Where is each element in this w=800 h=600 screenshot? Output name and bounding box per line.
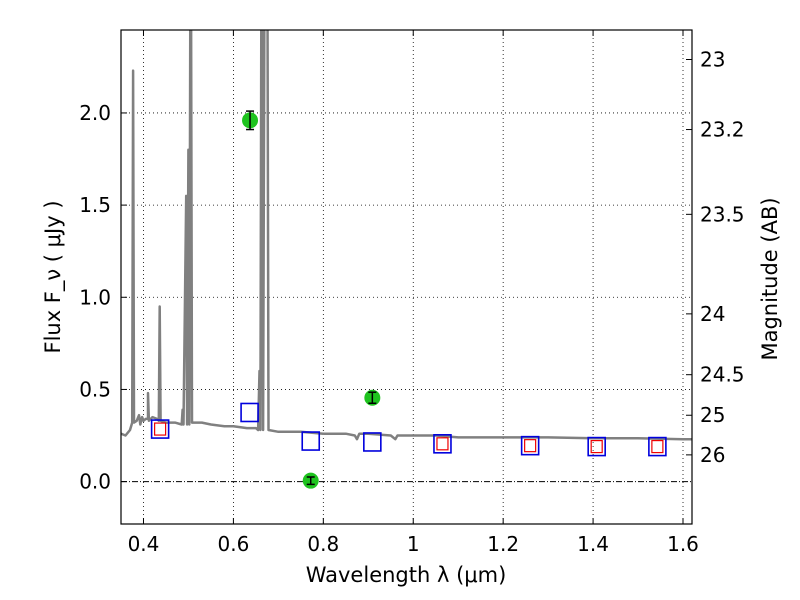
plot-frame: [120, 29, 693, 525]
x-tick-label: 1.4: [577, 532, 609, 556]
model-photometry-square: [301, 431, 321, 451]
model-photometry-square: [150, 419, 170, 439]
red-photometry-square: [651, 439, 664, 454]
right-axis-label: Magnitude (AB): [758, 197, 782, 360]
magnitude-tick-label: 24.5: [700, 363, 745, 387]
x-tick-labels: 0.4 0.6 0.8 1 1.2 1.4 1.6: [128, 532, 699, 556]
model-photometry-square: [433, 434, 452, 454]
magnitude-tick-label: 24: [700, 302, 725, 326]
magnitude-tick-labels: 23 23.2 23.5 24 24.5 25 26: [700, 47, 745, 466]
x-tick-label: 1.2: [487, 532, 519, 556]
red-photometry-square: [524, 439, 537, 453]
x-axis-label: Wavelength λ (μm): [306, 563, 507, 587]
x-tick-label: 1: [407, 532, 420, 556]
magnitude-tick-label: 23.5: [700, 202, 745, 226]
y-tick-label: 2.0: [79, 101, 111, 125]
magnitude-tick-label: 26: [700, 443, 725, 467]
x-tick-label: 0.8: [307, 532, 339, 556]
y-tick-label: 1.0: [79, 285, 111, 309]
x-tick-label: 0.6: [217, 532, 249, 556]
tick-marks: [121, 30, 692, 524]
y-tick-label: 0.0: [79, 470, 111, 494]
red-photometry-square: [154, 422, 167, 436]
model-spectrum-line: [121, 30, 692, 441]
red-photometry-square: [590, 439, 603, 454]
magnitude-tick-label: 23: [700, 47, 725, 71]
model-photometry-square: [648, 436, 667, 457]
red-photometry-square: [436, 437, 449, 451]
x-tick-label: 1.6: [667, 532, 699, 556]
model-photometry-square: [587, 436, 606, 457]
model-photometry-square: [240, 402, 259, 423]
magnitude-tick-label: 25: [700, 403, 725, 427]
y-tick-label: 1.5: [79, 193, 111, 217]
model-photometry-square: [363, 432, 382, 452]
data-layer: [121, 30, 692, 489]
y-axis-label: Flux F_ν ( μJy ): [41, 200, 66, 353]
magnitude-tick-label: 23.2: [700, 118, 745, 142]
model-photometry-square: [520, 435, 540, 456]
y-tick-label: 0.5: [79, 377, 111, 401]
x-tick-label: 0.4: [128, 532, 160, 556]
y-tick-labels: 0.0 0.5 1.0 1.5 2.0: [79, 101, 111, 494]
